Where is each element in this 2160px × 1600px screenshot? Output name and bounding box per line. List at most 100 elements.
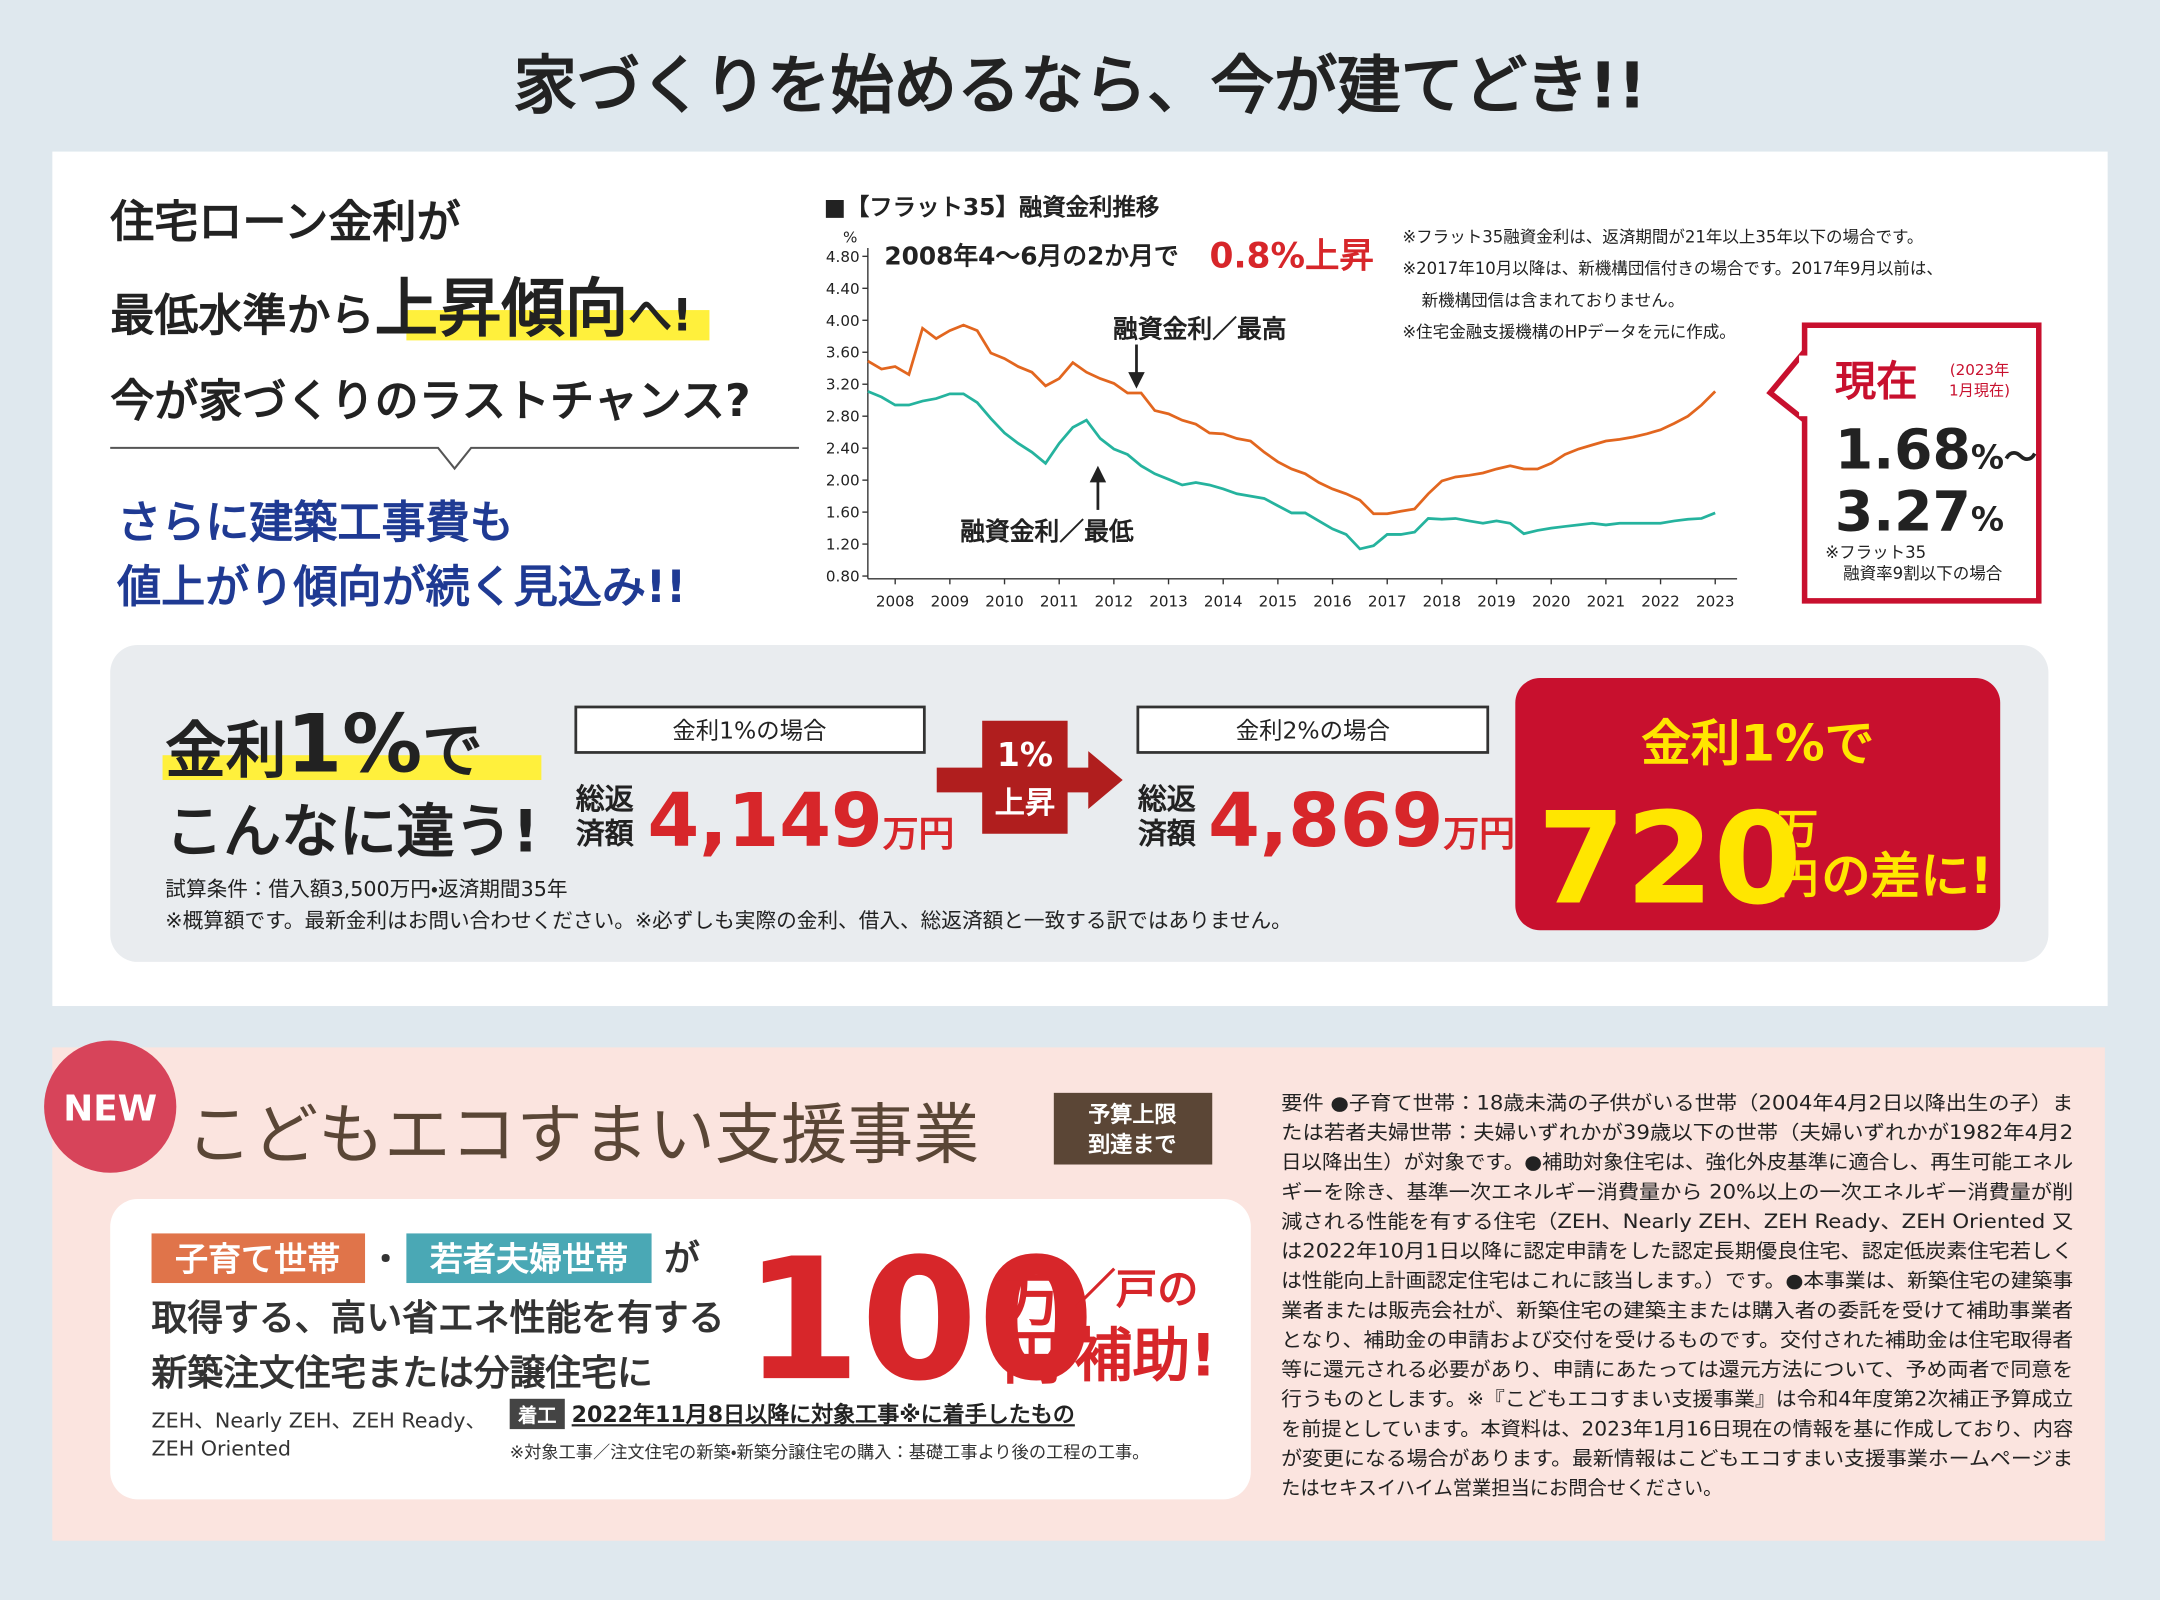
current-rate: 1.68%～ (1835, 418, 2037, 482)
eco-tag-text: 予算上限 (1088, 1102, 1176, 1128)
intro-line: 住宅ローン金利が (109, 197, 460, 248)
start-tag (509, 1398, 565, 1430)
x-tick-label: 2018 (1423, 592, 1462, 610)
y-tick-label: 3.20 (826, 376, 860, 394)
result-amount: 720 (1537, 785, 1802, 933)
rate: 3.27 (1835, 480, 1971, 544)
y-tick-label: 2.40 (826, 440, 860, 458)
chart-notes: ※フラット35融資金利は、返済期間が21年以上35年以下の場合です。 ※2017年… (1402, 228, 1943, 342)
current-note: ※フラット35 (1825, 543, 1926, 562)
current-rate: 3.27% (1835, 480, 2004, 544)
series-label: 融資金利／最低 (960, 517, 1134, 546)
new-badge (44, 1040, 177, 1173)
chart-note: ※2017年10月以降は、新機構団信付きの場合です。2017年9月以前は、 (1402, 259, 1943, 278)
arrow-label: 1% (997, 735, 1053, 774)
requirement-line: ギーを除き、基準一次エネルギー消費量から 20%以上の一次エネルギー消費量が削 (1281, 1180, 2073, 1203)
target-tag (151, 1233, 366, 1284)
y-tick-label: 4.80 (826, 248, 860, 266)
requirement-line: 減される性能を有する住宅（ZEH、Nearly ZEH、ZEH Ready、ZE… (1281, 1210, 2073, 1233)
y-tick-label: 2.00 (826, 472, 860, 490)
target: 若者夫婦世帯 (430, 1240, 628, 1279)
comparison-headline: 金利1%で (165, 698, 482, 791)
target-tag (406, 1233, 652, 1284)
chart-annotation-highlight: 0.8%上昇 (1209, 236, 1373, 276)
x-tick-label: 2010 (985, 592, 1024, 610)
intro-line: 最低水準から上昇傾向へ! (110, 272, 692, 346)
rate-unit: % (1971, 500, 2004, 539)
headline-part: で (422, 717, 483, 787)
page-title: 家づくりを始めるなら、今が建てどき!! (513, 48, 1646, 122)
current-date: 1月現在) (1949, 382, 2010, 400)
amount-unit: 万円 (883, 814, 955, 855)
divider (110, 446, 799, 471)
y-tick-label: 1.60 (826, 504, 860, 522)
rate: 1.68 (1835, 418, 1971, 482)
x-tick-label: 2016 (1313, 592, 1352, 610)
eco-tag-text: 到達まで (1088, 1132, 1176, 1158)
increase-arrow (936, 720, 1123, 834)
requirement-line: は性能向上計画認定住宅はこれに該当します。）です。●本事業は、新築住宅の建築事 (1281, 1269, 2073, 1292)
intro-line: 今が家づくりのラストチャンス? (110, 376, 750, 427)
requirement-line: 要件 ●子育て世帯：18歳未満の子供がいる世帯（2004年4月2日以降出生の子）… (1281, 1091, 2073, 1114)
eco-line: 新築注文住宅または分譲住宅に (152, 1353, 653, 1394)
comparison-headline: こんなに違う! (165, 798, 538, 866)
headline-part: 金利 (165, 717, 286, 787)
case-label-box (574, 705, 926, 754)
callout-join (1799, 355, 1811, 417)
y-unit: % (843, 229, 857, 247)
case-sub: 総返 (576, 782, 634, 816)
start-text: 2022年11月8日以降に対象工事※に着手したもの (572, 1402, 1075, 1428)
series-line (867, 390, 1716, 551)
requirements: 要件 ●子育て世帯：18歳未満の子供がいる世帯（2004年4月2日以降出生の子）… (1281, 1091, 2073, 1499)
arrow-label: 上昇 (995, 786, 1056, 821)
intro-sub: さらに建築工事費も (117, 497, 514, 548)
case-sub: 総返 (1138, 782, 1196, 816)
case-sub: 済額 (576, 816, 635, 850)
y-tick-label: 3.60 (826, 344, 860, 362)
requirement-line: は2022年10月1日以降に認定申請をした認定長期優良住宅、認定低炭素住宅若しく (1281, 1240, 2073, 1263)
target-tail: が (664, 1239, 700, 1280)
case-amount: 4,149万円 (647, 777, 954, 864)
requirement-line: となり、補助金の申請および交付を受けるものです。交付された補助金は住宅取得者 (1281, 1328, 2073, 1351)
pointer-head (1128, 372, 1145, 389)
condition: ※概算額です。最新金利はお問い合わせください。※必ずしも実際の金利、借入、総返済… (165, 908, 1291, 932)
x-tick-label: 2008 (876, 592, 915, 610)
chart-note: 新機構団信は含まれておりません。 (1422, 291, 1685, 310)
x-tick-label: 2012 (1095, 592, 1134, 610)
x-tick-label: 2014 (1204, 592, 1243, 610)
y-tick-label: 0.80 (826, 568, 860, 586)
y-tick-label: 2.80 (826, 408, 860, 426)
case-sub: 済額 (1138, 816, 1197, 850)
target-sep: ・ (369, 1240, 402, 1279)
x-tick-label: 2021 (1587, 592, 1626, 610)
subsidy-per: ／戸の (1074, 1266, 1198, 1314)
zeh: ZEH Oriented (152, 1436, 291, 1460)
result-line: 金利1%で (1641, 715, 1874, 773)
subsidy-amount: 100 (744, 1222, 1095, 1418)
x-tick-label: 2011 (1040, 592, 1079, 610)
x-tick-label: 2017 (1368, 592, 1407, 610)
headline-part: 1% (286, 698, 422, 791)
eco-tag (1053, 1092, 1213, 1165)
zeh: ZEH、Nearly ZEH、ZEH Ready、 (152, 1409, 487, 1433)
amount: 4,149 (647, 777, 882, 864)
eco-note: ※対象工事／注文住宅の新築・新築分譲住宅の購入：基礎工事より後の工程の工事。 (510, 1443, 1150, 1463)
requirement-line: 業者または販売会社が、新築住宅の建築主または購入者の委託を受けて補助事業者 (1281, 1299, 2073, 1322)
condition: 試算条件：借入額3,500万円・返済期間35年 (165, 877, 567, 901)
x-tick-label: 2022 (1641, 592, 1680, 610)
current-label: 現在 (1835, 358, 1918, 406)
requirement-line: 日以降出生）が対象です。●補助対象住宅は、強化外皮基準に適合し、再生可能エネル (1281, 1151, 2073, 1174)
requirement-line: 等に還元される必要があり、申請にあたっては還元方法について、予め両者で同意を (1281, 1358, 2073, 1381)
chart-note: ※フラット35融資金利は、返済期間が21年以上35年以下の場合です。 (1402, 228, 1923, 247)
highlight (162, 755, 542, 781)
intro-emphasis: 上昇傾向 (375, 272, 628, 346)
x-tick-label: 2020 (1532, 592, 1571, 610)
subsidy-unit: 円 (1003, 1324, 1061, 1392)
requirement-line: を前提としています。本資料は、2023年1月16日現在の情報を基に作成しており、… (1281, 1417, 2073, 1440)
chart: 0.80 1.20 1.60 2.00 2.40 2.80 3.20 3.60 4.00 4.40… (826, 248, 1738, 610)
x-tick-label: 2009 (931, 592, 970, 610)
eco-title: こどもエコすまい支援事業 (186, 1097, 979, 1174)
target: 子育て世帯 (175, 1240, 340, 1279)
start-tag-text: 着工 (518, 1404, 557, 1427)
